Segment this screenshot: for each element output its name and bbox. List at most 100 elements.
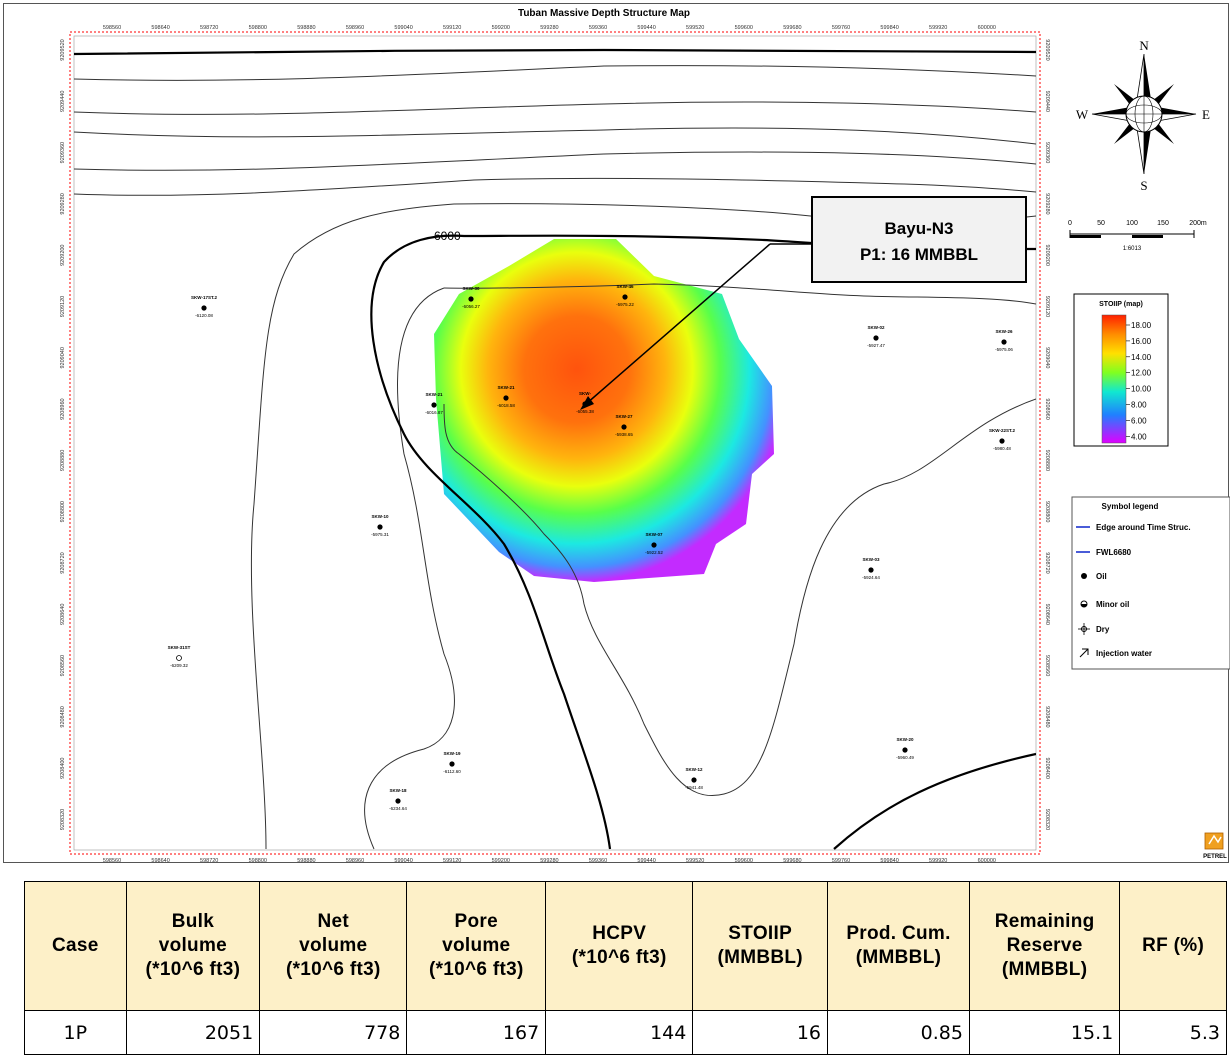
column-header-line: (MMBBL) xyxy=(1001,959,1088,980)
well-depth-label: -6018.58 xyxy=(497,403,515,408)
x-tick-label: 598880 xyxy=(297,25,315,31)
scale-ratio: 1:6013 xyxy=(1123,246,1142,252)
x-tick-label: 599440 xyxy=(637,25,655,31)
y-tick-label: 9208320 xyxy=(1044,809,1050,830)
well-depth-label: -6056.27 xyxy=(462,304,480,309)
well-name-label: SKW-26 xyxy=(996,329,1013,334)
x-tick-label: 598720 xyxy=(200,858,218,864)
column-header: Net volume (*10^6 ft3) xyxy=(259,881,408,1011)
well-name-label: SKW-20 xyxy=(897,737,914,742)
x-axis-top: 598560 598640 598720 598800 598880 598960 5990… xyxy=(103,25,996,31)
callout-line1: Bayu-N3 xyxy=(885,219,954,238)
well-name-label: SKW-19 xyxy=(444,751,461,756)
well-name-label: SKW-21 xyxy=(498,385,515,390)
x-tick-label: 599200 xyxy=(492,858,510,864)
well-depth-label: -5975.31 xyxy=(371,532,389,537)
column-header: Bulk volume (*10^6 ft3) xyxy=(125,881,261,1011)
petrel-logo: PETREL xyxy=(1203,832,1227,860)
x-tick-label: 599680 xyxy=(783,25,801,31)
y-tick-label: 9209360 xyxy=(1044,142,1050,163)
compass-rose: N S E W xyxy=(1076,38,1210,193)
well-depth-label: -5924.64 xyxy=(862,575,880,580)
column-header-line: (MMBBL) xyxy=(855,947,942,968)
column-header: RF (%) xyxy=(1119,881,1227,1011)
well-depth-label: -6234.64 xyxy=(389,806,407,811)
x-tick-label: 599040 xyxy=(394,858,412,864)
colorbar-label: 18.00 xyxy=(1131,321,1152,330)
y-tick-label: 9209280 xyxy=(60,193,66,214)
y-tick-label: 9208560 xyxy=(60,655,66,676)
x-tick-label: 599840 xyxy=(880,858,898,864)
colorbar-label: 14.00 xyxy=(1131,353,1152,362)
value-cell: 778 xyxy=(259,1010,408,1055)
scale-label-150: 150 xyxy=(1157,220,1169,227)
well-name-label: SKW- xyxy=(579,391,591,396)
x-tick-label: 599200 xyxy=(492,25,510,31)
x-tick-label: 599440 xyxy=(637,858,655,864)
contour-label: 6000 xyxy=(434,229,461,243)
well-depth-label: -5927.47 xyxy=(867,343,885,348)
value-cell: 16 xyxy=(692,1010,829,1055)
oil-well-marker xyxy=(1001,339,1007,345)
scale-label-50: 50 xyxy=(1097,220,1105,227)
legend-injection-label: Injection water xyxy=(1096,649,1152,658)
column-header-line: volume xyxy=(158,935,228,956)
stoiip-heatmap xyxy=(434,239,774,582)
oil-well-marker xyxy=(622,294,628,300)
callout-arrowhead xyxy=(580,396,594,410)
x-tick-label: 599520 xyxy=(686,858,704,864)
y-tick-label: 9208720 xyxy=(60,552,66,573)
y-tick-label: 9208880 xyxy=(1044,450,1050,471)
x-tick-label: 599680 xyxy=(783,858,801,864)
column-header-line: HCPV xyxy=(592,923,647,944)
y-tick-label: 9208320 xyxy=(60,809,66,830)
well-depth-label: -5975.22 xyxy=(616,302,634,307)
y-tick-label: 9208960 xyxy=(1044,398,1050,419)
well-depth-label: -5975.06 xyxy=(995,347,1013,352)
legend-dry-label: Dry xyxy=(1096,625,1110,634)
well-depth-label: -5960.49 xyxy=(896,755,914,760)
column-header-line: Case xyxy=(51,935,99,956)
colorbar-label: 16.00 xyxy=(1131,337,1152,346)
y-tick-label: 9208880 xyxy=(60,450,66,471)
column-header: Remaining Reserve (MMBBL) xyxy=(968,881,1121,1011)
y-tick-label: 9208800 xyxy=(1044,501,1050,522)
legend-edge-label: Edge around Time Struc. xyxy=(1096,523,1191,532)
scale-label-100: 100 xyxy=(1126,220,1138,227)
colorbar-title: STOIIP (map) xyxy=(1099,301,1143,308)
value-cell: 5.3 xyxy=(1119,1010,1227,1055)
x-tick-label: 599520 xyxy=(686,25,704,31)
y-tick-label: 9209120 xyxy=(60,296,66,317)
well-depth-label: -6016.87 xyxy=(425,410,443,415)
well-depth-label: -6055.38 xyxy=(576,409,594,414)
well-depth-label: -6120.08 xyxy=(195,313,213,318)
column-header-line: volume xyxy=(299,935,368,956)
x-axis-bottom: 598560 598640 598720 598800 598880 598960 5990… xyxy=(103,858,996,864)
column-header-line: Remaining xyxy=(994,911,1095,932)
dry-well-marker xyxy=(176,655,182,661)
x-tick-label: 598560 xyxy=(103,858,121,864)
oil-well-marker xyxy=(691,777,697,783)
column-header-line: Bulk xyxy=(171,911,215,932)
well-markers: SKW-17ST.2 -6120.08 SKW-30 -6056.27 SKW-46 -5… xyxy=(168,284,1016,811)
well-depth-label: -6112.60 xyxy=(443,769,461,774)
compass-north: N xyxy=(1139,38,1149,53)
legend-minor-oil-label: Minor oil xyxy=(1096,600,1129,609)
oil-well-marker xyxy=(377,524,383,530)
oil-well-marker xyxy=(449,761,455,767)
oil-well-marker xyxy=(621,424,627,430)
scale-label-0: 0 xyxy=(1068,220,1072,227)
well-depth-label: -5938.65 xyxy=(615,432,633,437)
structure-map-panel: Tuban Massive Depth Structure Map 598560… xyxy=(3,3,1230,864)
y-tick-label: 9209520 xyxy=(60,39,66,60)
y-tick-label: 9208640 xyxy=(60,604,66,625)
well-name-label: SKW-18 xyxy=(390,788,407,793)
y-tick-label: 9208400 xyxy=(1044,757,1050,778)
structure-map: Tuban Massive Depth Structure Map 598560… xyxy=(60,8,1230,864)
compass-east: E xyxy=(1202,107,1210,122)
column-header-line: STOIIP xyxy=(728,923,793,944)
x-tick-label: 598960 xyxy=(346,858,364,864)
x-tick-label: 598800 xyxy=(249,25,267,31)
well-name-label: SKW-30 xyxy=(463,286,480,291)
colorbar-label: 10.00 xyxy=(1131,385,1152,394)
